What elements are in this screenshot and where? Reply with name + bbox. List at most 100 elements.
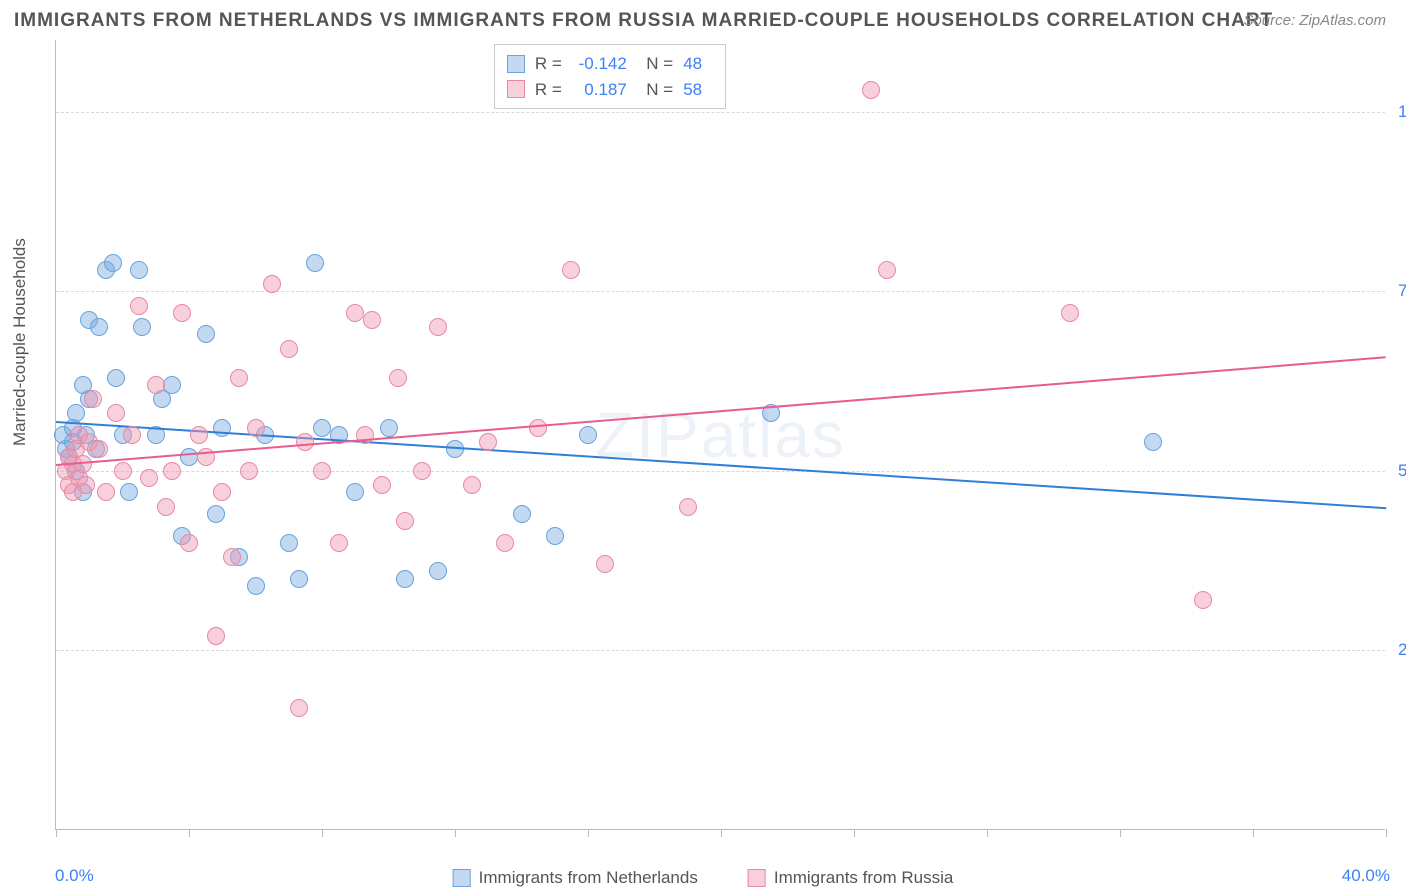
data-point (173, 304, 191, 322)
data-point (104, 254, 122, 272)
legend-item: Immigrants from Russia (748, 868, 953, 888)
legend-swatch (453, 869, 471, 887)
data-point (396, 512, 414, 530)
data-point (296, 433, 314, 451)
plot-area: ZIPatlas 25.0%50.0%75.0%100.0% (55, 40, 1385, 830)
x-tick-label: 0.0% (55, 866, 94, 886)
legend-swatch (748, 869, 766, 887)
data-point (207, 627, 225, 645)
data-point (77, 476, 95, 494)
data-point (389, 369, 407, 387)
data-point (1144, 433, 1162, 451)
r-label: R = (535, 51, 562, 77)
y-tick-label: 100.0% (1390, 102, 1406, 122)
legend-label: Immigrants from Netherlands (479, 868, 698, 888)
data-point (197, 448, 215, 466)
data-point (546, 527, 564, 545)
data-point (330, 534, 348, 552)
data-point (180, 534, 198, 552)
legend-label: Immigrants from Russia (774, 868, 953, 888)
x-tick (322, 829, 323, 837)
data-point (496, 534, 514, 552)
x-tick (987, 829, 988, 837)
data-point (197, 325, 215, 343)
data-point (140, 469, 158, 487)
data-point (513, 505, 531, 523)
n-value: 58 (683, 77, 713, 103)
data-point (90, 318, 108, 336)
data-point (280, 534, 298, 552)
data-point (306, 254, 324, 272)
y-axis-label: Married-couple Households (10, 238, 30, 446)
x-tick (1386, 829, 1387, 837)
data-point (529, 419, 547, 437)
r-value: 0.187 (572, 77, 627, 103)
y-tick-label: 75.0% (1390, 281, 1406, 301)
data-point (429, 318, 447, 336)
r-label: R = (535, 77, 562, 103)
data-point (596, 555, 614, 573)
data-point (120, 483, 138, 501)
data-point (84, 390, 102, 408)
data-point (463, 476, 481, 494)
grid-line (56, 112, 1385, 113)
x-tick (588, 829, 589, 837)
data-point (562, 261, 580, 279)
data-point (97, 483, 115, 501)
data-point (290, 699, 308, 717)
correlation-row: R = -0.142 N = 48 (507, 51, 713, 77)
n-value: 48 (683, 51, 713, 77)
chart-title: IMMIGRANTS FROM NETHERLANDS VS IMMIGRANT… (14, 10, 1273, 32)
legend-swatch (507, 55, 525, 73)
data-point (207, 505, 225, 523)
n-label: N = (637, 51, 673, 77)
data-point (413, 462, 431, 480)
data-point (157, 498, 175, 516)
data-point (230, 369, 248, 387)
data-point (579, 426, 597, 444)
data-point (263, 275, 281, 293)
data-point (247, 577, 265, 595)
bottom-legend: Immigrants from Netherlands Immigrants fr… (453, 868, 954, 888)
n-label: N = (637, 77, 673, 103)
data-point (862, 81, 880, 99)
data-point (363, 311, 381, 329)
grid-line (56, 650, 1385, 651)
data-point (280, 340, 298, 358)
data-point (90, 440, 108, 458)
chart-source: Source: ZipAtlas.com (1243, 12, 1386, 29)
r-value: -0.142 (572, 51, 627, 77)
data-point (130, 261, 148, 279)
data-point (247, 419, 265, 437)
data-point (346, 304, 364, 322)
data-point (163, 376, 181, 394)
data-point (133, 318, 151, 336)
data-point (123, 426, 141, 444)
x-tick (1120, 829, 1121, 837)
data-point (479, 433, 497, 451)
y-tick-label: 50.0% (1390, 461, 1406, 481)
data-point (878, 261, 896, 279)
data-point (67, 404, 85, 422)
x-tick (854, 829, 855, 837)
data-point (396, 570, 414, 588)
correlation-row: R = 0.187 N = 58 (507, 77, 713, 103)
data-point (147, 376, 165, 394)
x-tick (56, 829, 57, 837)
x-tick (455, 829, 456, 837)
data-point (180, 448, 198, 466)
data-point (290, 570, 308, 588)
correlation-legend: R = -0.142 N = 48R = 0.187 N = 58 (494, 44, 726, 109)
data-point (313, 462, 331, 480)
y-tick-label: 25.0% (1390, 640, 1406, 660)
data-point (679, 498, 697, 516)
data-point (346, 483, 364, 501)
data-point (107, 369, 125, 387)
data-point (223, 548, 241, 566)
x-tick-label: 40.0% (1342, 866, 1390, 886)
legend-item: Immigrants from Netherlands (453, 868, 698, 888)
data-point (1061, 304, 1079, 322)
data-point (380, 419, 398, 437)
data-point (446, 440, 464, 458)
data-point (213, 483, 231, 501)
